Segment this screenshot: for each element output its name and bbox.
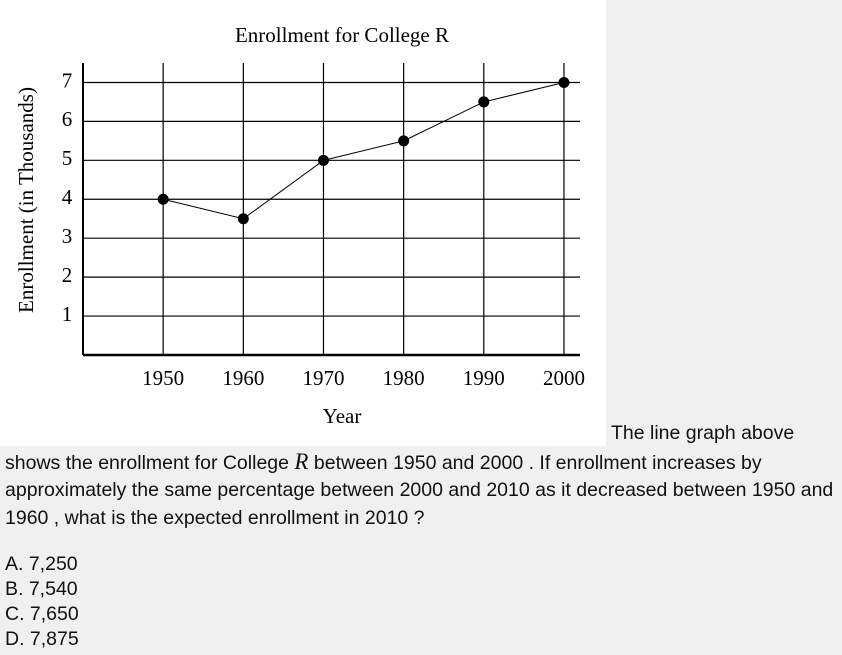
data-point (317, 154, 329, 166)
question-variable: R (294, 448, 309, 474)
data-point (157, 193, 169, 205)
question-text: The line graph above shows the enrollmen… (5, 422, 795, 474)
data-point (558, 76, 570, 88)
x-tick-label: 2000 (543, 366, 585, 390)
x-tick-label: 1980 (383, 366, 425, 390)
choice: C. 7,650 (5, 603, 79, 625)
y-tick-label: 7 (62, 68, 73, 92)
y-tick-label: 4 (62, 185, 73, 209)
question-text: between 1950 and 2000 . If enrollment in… (5, 451, 834, 529)
chart-background (0, 0, 606, 446)
x-axis-label: Year (323, 404, 362, 428)
chart-title: Enrollment for College R (235, 23, 449, 47)
y-tick-label: 6 (62, 107, 73, 131)
choice: D. 7,875 (5, 628, 79, 650)
x-tick-label: 1990 (463, 366, 505, 390)
choice: A. 7,250 (5, 553, 78, 575)
y-axis-label: Enrollment (in Thousands) (14, 87, 38, 313)
x-tick-label: 1960 (222, 366, 264, 390)
chart: Enrollment for College R Year Enrollment… (0, 0, 606, 446)
data-point (237, 213, 249, 225)
data-point (398, 135, 410, 147)
question: The line graph above shows the enrollmen… (5, 420, 841, 532)
y-tick-label: 5 (62, 146, 73, 170)
data-point (478, 96, 490, 108)
y-tick-label: 3 (62, 224, 73, 248)
y-tick-label: 1 (62, 302, 73, 326)
y-tick-label: 2 (62, 263, 73, 287)
x-tick-label: 1950 (142, 366, 184, 390)
choices: A. 7,250 B. 7,540 C. 7,650 D. 7,875 (5, 552, 79, 652)
x-tick-label: 1970 (302, 366, 344, 390)
choice: B. 7,540 (5, 578, 78, 600)
data-line (163, 81, 565, 220)
